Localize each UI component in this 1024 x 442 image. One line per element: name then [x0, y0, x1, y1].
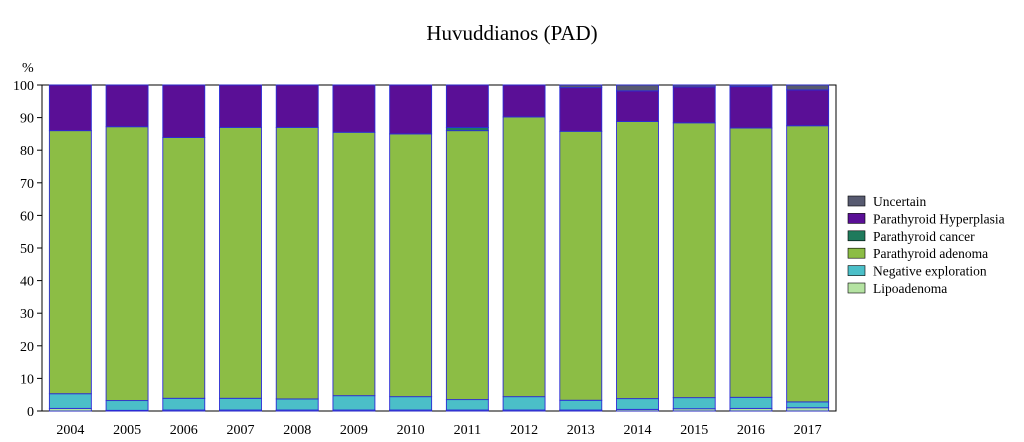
bar-segment	[559, 84, 603, 89]
bar-segment	[389, 84, 433, 135]
bar-segment	[105, 126, 149, 402]
bar-segment	[502, 116, 546, 398]
legend: Uncertain Parathyroid Hyperplasia Parathyr…	[847, 194, 1005, 296]
bar-segment	[162, 137, 206, 399]
bar-segment	[48, 130, 92, 395]
bar-segment	[445, 399, 489, 411]
legend-label: Negative exploration	[873, 264, 987, 279]
y-tick-label: 60	[20, 209, 34, 224]
bar-segment	[502, 84, 546, 118]
y-tick-label: 90	[20, 112, 34, 127]
bar-segment	[219, 126, 262, 399]
legend-swatch	[847, 265, 866, 276]
bar-segment	[48, 393, 92, 409]
plot-area: 0 10 20 30 40 50 60 70 80 90 100 2004 2005 2006 2007 20…	[13, 79, 837, 438]
bar-segment	[729, 127, 773, 398]
bar-segment	[332, 131, 376, 397]
legend-swatch	[847, 213, 866, 224]
bar-segment	[672, 397, 716, 410]
x-tick-label: 2013	[567, 423, 595, 438]
x-tick-label: 2006	[170, 423, 198, 438]
bar-segment	[105, 400, 149, 411]
y-tick-label: 20	[20, 340, 34, 355]
bar-segment	[616, 121, 659, 400]
bar-segment	[729, 396, 773, 409]
bar-segment	[729, 84, 773, 88]
x-tick-label: 2014	[624, 423, 652, 438]
x-tick-label: 2005	[113, 423, 141, 438]
x-tick-label: 2010	[397, 423, 425, 438]
x-tick-label: 2015	[680, 423, 708, 438]
bar-segment	[162, 397, 206, 411]
bar-segment	[332, 84, 376, 133]
bar-segment	[275, 126, 319, 400]
y-tick-label: 10	[20, 372, 34, 387]
y-tick-label: 80	[20, 144, 34, 159]
bar-segment	[219, 397, 262, 411]
bar-segment	[559, 130, 603, 401]
bar-segment	[786, 125, 830, 403]
x-tick-label: 2007	[227, 423, 255, 438]
bar-segment	[672, 86, 716, 124]
legend-swatch	[847, 195, 866, 207]
bar-segment	[786, 89, 830, 127]
legend-label: Parathyroid Hyperplasia	[873, 211, 1005, 226]
legend-swatch	[847, 247, 866, 259]
y-tick-label: 0	[27, 405, 34, 420]
y-tick-label: 100	[13, 79, 34, 94]
bar-segment	[672, 122, 716, 399]
bar-segment	[559, 87, 603, 132]
bar-segment	[389, 133, 433, 398]
legend-label: Parathyroid cancer	[873, 229, 975, 244]
bar-segment	[105, 84, 149, 128]
x-tick-label: 2016	[737, 423, 765, 438]
x-tick-label: 2012	[510, 423, 538, 438]
bar-segment	[162, 84, 206, 138]
x-tick-label: 2009	[340, 423, 368, 438]
x-tick-label: 2004	[56, 423, 84, 438]
y-axis-unit-label: %	[22, 61, 34, 76]
bar-segment	[786, 401, 830, 409]
chart-title: Huvuddianos (PAD)	[426, 21, 597, 45]
bar-segment	[786, 84, 830, 91]
legend-swatch	[847, 230, 866, 242]
bar-segment	[729, 86, 773, 129]
bar-segment	[445, 126, 489, 132]
bar-segment	[559, 399, 603, 411]
y-tick-label: 40	[20, 275, 34, 290]
legend-swatch	[847, 282, 866, 294]
legend-label: Uncertain	[873, 194, 926, 209]
bar-segment	[672, 84, 716, 88]
plot-frame	[41, 84, 837, 412]
y-tick-label: 30	[20, 307, 34, 322]
bar-segment	[616, 398, 659, 410]
bar-segment	[445, 84, 489, 128]
bar-segment	[332, 395, 376, 411]
bar-segment	[616, 84, 659, 92]
x-tick-label: 2017	[794, 423, 822, 438]
bar-segment	[275, 398, 319, 411]
bar-segment	[275, 84, 319, 128]
bar-segment	[616, 90, 659, 122]
bar-segment	[219, 84, 262, 128]
bar-segment	[786, 407, 830, 412]
y-tick-label: 50	[20, 242, 34, 257]
legend-label: Parathyroid adenoma	[873, 246, 988, 261]
bar-segment	[389, 396, 433, 411]
bar-segment	[502, 396, 546, 411]
y-tick-label: 70	[20, 177, 34, 192]
bar-segment	[445, 130, 489, 401]
x-tick-label: 2011	[454, 423, 481, 438]
legend-label: Lipoadenoma	[873, 281, 947, 296]
bar-segment	[48, 84, 92, 132]
x-tick-label: 2008	[283, 423, 311, 438]
